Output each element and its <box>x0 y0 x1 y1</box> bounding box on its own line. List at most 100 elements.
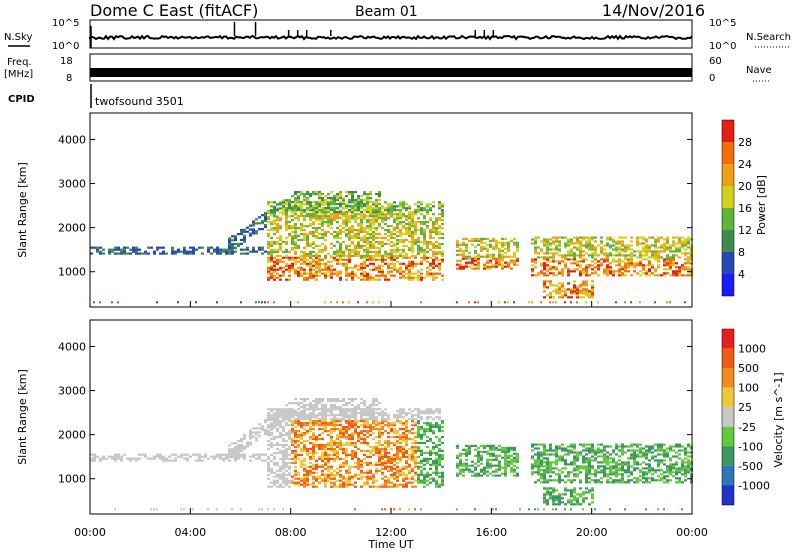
echo-cell <box>420 256 423 259</box>
echo-cell <box>366 455 369 458</box>
echo-cell <box>381 483 384 486</box>
echo-cell <box>483 255 486 258</box>
echo-cell <box>345 234 348 238</box>
echo-cell <box>366 443 369 447</box>
echo-cell <box>504 251 507 254</box>
echo-cell <box>513 452 516 455</box>
echo-cell <box>417 209 420 212</box>
echo-cell <box>297 246 300 249</box>
echo-cell <box>588 266 591 269</box>
echo-cell <box>306 415 309 419</box>
echo-cell <box>390 485 393 488</box>
echo-cell <box>312 400 315 403</box>
echo-cell <box>498 257 501 260</box>
echo-cell <box>276 242 279 245</box>
echo-cell <box>435 227 438 230</box>
echo-cell <box>570 501 573 504</box>
echo-cell <box>315 437 318 441</box>
echo-cell <box>549 266 552 269</box>
echo-cell <box>399 240 402 244</box>
echo-cell <box>411 238 414 242</box>
echo-cell <box>255 433 258 436</box>
echo-cell <box>198 457 201 460</box>
echo-cell <box>645 238 648 241</box>
echo-cell <box>267 229 270 232</box>
echo-cell <box>543 286 546 289</box>
echo-cell <box>315 485 318 488</box>
echo-cell <box>426 473 429 476</box>
echo-cell <box>669 262 672 265</box>
echo-cell <box>594 258 597 261</box>
echo-cell <box>138 252 141 255</box>
echo-cell <box>282 475 285 478</box>
echo-cell <box>291 219 294 222</box>
echo-cell <box>345 469 348 472</box>
echo-cell <box>354 473 357 476</box>
echo-cell <box>414 449 417 452</box>
echo-cell <box>582 290 585 293</box>
echo-cell <box>300 402 303 405</box>
echo-cell <box>294 225 297 228</box>
echo-cell <box>342 428 345 431</box>
echo-cell <box>264 421 267 424</box>
echo-cell <box>426 416 429 419</box>
echo-cell <box>369 210 372 214</box>
echo-cell <box>378 242 381 245</box>
echo-cell <box>567 475 570 478</box>
echo-cell <box>108 252 111 255</box>
echo-cell <box>345 479 348 482</box>
echo-cell <box>390 467 393 470</box>
echo-cell <box>294 421 297 425</box>
echo-cell <box>393 422 396 425</box>
echo-cell <box>441 420 444 423</box>
echo-cell <box>312 201 315 204</box>
noise-cell <box>552 301 554 304</box>
echo-cell <box>420 410 423 413</box>
echo-cell <box>636 240 639 243</box>
echo-cell <box>243 236 246 239</box>
echo-cell <box>438 272 441 275</box>
echo-cell <box>303 414 306 417</box>
echo-cell <box>378 463 381 466</box>
echo-cell <box>327 193 330 196</box>
noise-cell <box>183 508 185 511</box>
echo-cell <box>294 252 297 255</box>
echo-cell <box>462 237 465 240</box>
echo-cell <box>237 244 240 248</box>
echo-cell <box>363 238 366 242</box>
echo-cell <box>495 239 498 242</box>
echo-cell <box>363 434 366 437</box>
echo-cell <box>318 412 321 415</box>
echo-cell <box>339 419 342 423</box>
echo-cell <box>552 487 555 490</box>
echo-cell <box>576 264 579 267</box>
echo-cell <box>366 197 369 200</box>
echo-cell <box>435 264 438 267</box>
echo-cell <box>339 246 342 249</box>
echo-cell <box>354 432 357 435</box>
echo-cell <box>408 278 411 281</box>
echo-cell <box>336 449 339 452</box>
echo-cell <box>288 485 291 488</box>
echo-cell <box>549 445 552 448</box>
echo-cell <box>333 457 336 460</box>
echo-cell <box>579 244 582 247</box>
echo-cell <box>567 258 570 261</box>
echo-cell <box>297 408 300 411</box>
echo-cell <box>297 256 300 259</box>
echo-cell <box>231 248 234 251</box>
echo-cell <box>111 248 114 251</box>
echo-cell <box>318 477 321 480</box>
echo-cell <box>429 230 432 234</box>
echo-cell <box>657 238 660 241</box>
echo-cell <box>378 248 381 251</box>
echo-cell <box>492 247 495 250</box>
echo-cell <box>555 288 558 291</box>
echo-cell <box>426 213 429 216</box>
echo-cell <box>399 457 402 460</box>
echo-cell <box>669 258 672 261</box>
echo-cell <box>570 479 573 482</box>
echo-cell <box>609 246 612 249</box>
echo-cell <box>669 246 672 249</box>
echo-cell <box>381 207 384 210</box>
